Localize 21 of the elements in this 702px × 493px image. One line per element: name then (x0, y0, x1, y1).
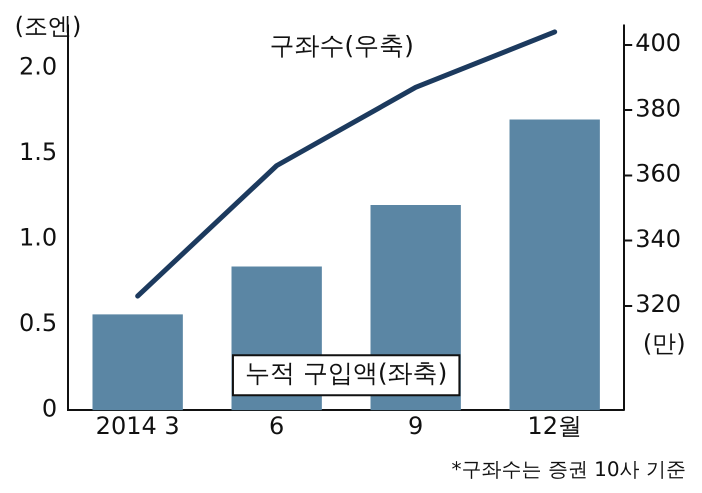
x-tick-label: 2014 3 (96, 412, 180, 440)
y2-tick-label: 380 (635, 94, 682, 122)
y-tick-label: 0.5 (18, 308, 58, 337)
y-tick-label: 1.5 (18, 138, 58, 166)
y2-tick-label: 360 (635, 160, 682, 188)
y-tick-label: 2.0 (18, 52, 58, 80)
y2-tick-label: 340 (635, 224, 682, 253)
y2-axis-title: (만) (642, 329, 686, 358)
bar (510, 119, 600, 410)
y2-tick-label: 320 (635, 290, 682, 318)
y2-tick-label: 400 (635, 29, 682, 58)
series-label: 누적 구입액(좌축) (244, 358, 448, 388)
x-tick-label: 12월 (527, 412, 582, 440)
x-tick-label: 9 (408, 412, 424, 440)
x-tick-label: 6 (269, 412, 284, 440)
series-label: 구좌수(우축) (269, 30, 414, 60)
bar (92, 314, 183, 410)
y-tick-label: 1.0 (18, 223, 58, 252)
y-tick-label: 0 (42, 394, 58, 422)
y-axis-title: (조엔) (14, 12, 82, 40)
text: *구좌수는 증권 10사 기준 (451, 457, 686, 482)
